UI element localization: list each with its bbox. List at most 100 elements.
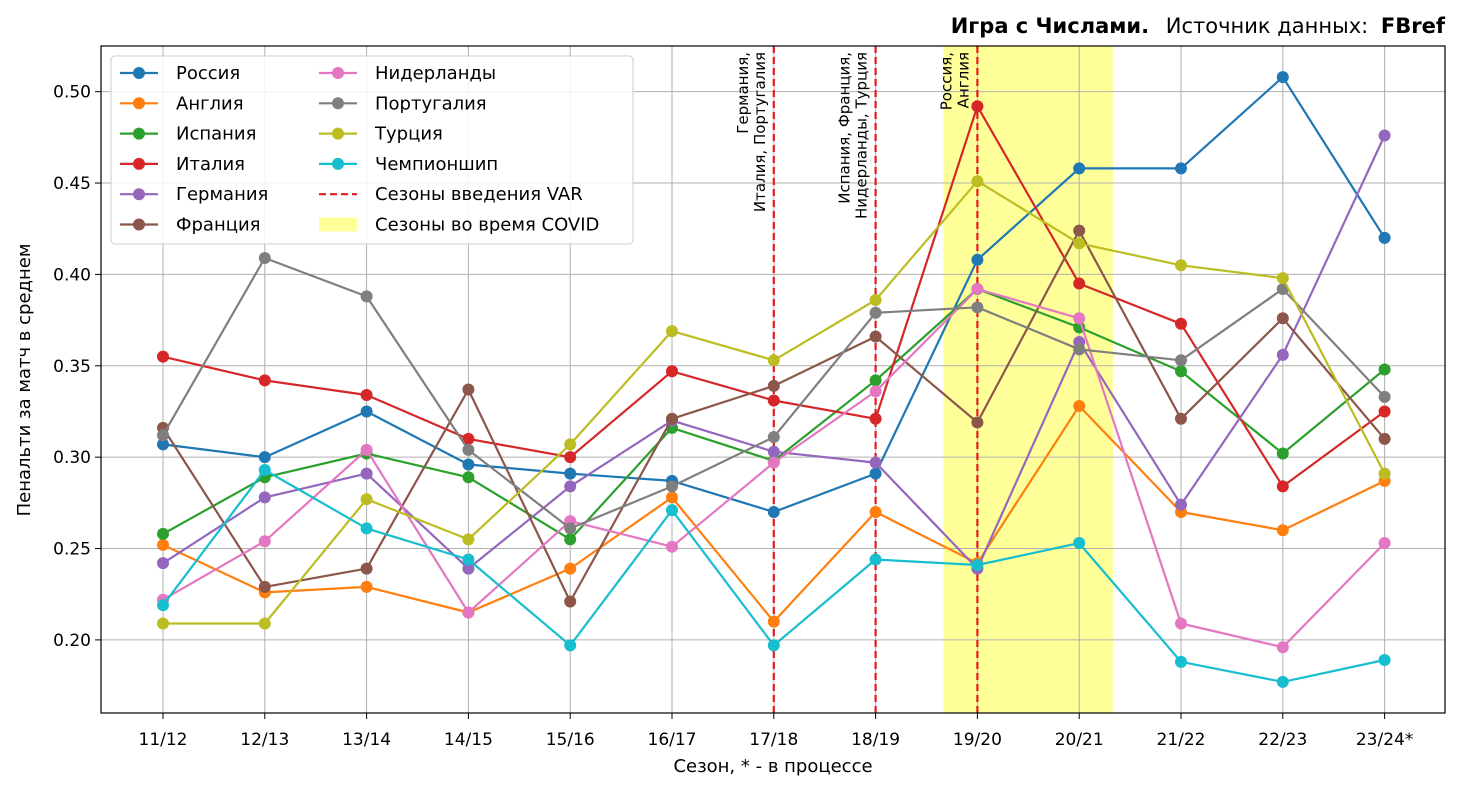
data-point bbox=[462, 432, 475, 445]
data-point bbox=[1073, 343, 1086, 356]
legend-swatch-marker bbox=[332, 97, 344, 110]
legend-item: Турция bbox=[319, 124, 443, 145]
data-point bbox=[258, 491, 271, 504]
data-point bbox=[1175, 655, 1187, 668]
data-point bbox=[564, 595, 577, 608]
series-layer bbox=[157, 71, 1391, 688]
x-tick-label: 18/19 bbox=[851, 730, 900, 750]
legend-swatch-marker bbox=[332, 157, 344, 170]
y-tick-label: 0.25 bbox=[53, 540, 91, 560]
legend-box bbox=[110, 55, 634, 245]
data-point bbox=[1175, 354, 1187, 367]
data-point bbox=[360, 405, 373, 418]
legend-label: Португалия bbox=[375, 93, 487, 114]
var-annotations-layer: Германия,Италия, Португалия Испания, Фран… bbox=[734, 52, 973, 219]
data-point bbox=[869, 385, 882, 398]
data-point bbox=[258, 617, 271, 630]
data-point bbox=[258, 251, 271, 264]
data-point bbox=[869, 467, 882, 480]
data-point bbox=[360, 580, 373, 593]
data-point bbox=[462, 458, 475, 471]
legend-swatch-marker bbox=[133, 97, 145, 110]
data-point bbox=[767, 505, 780, 518]
data-point bbox=[157, 599, 169, 612]
data-point bbox=[767, 379, 780, 392]
data-point bbox=[462, 606, 475, 619]
data-point bbox=[564, 438, 577, 451]
legend-item: Португалия bbox=[319, 93, 487, 114]
series-Чемпионшип bbox=[157, 463, 1391, 688]
data-point bbox=[869, 505, 882, 518]
legend-item: Сезоны введения VAR bbox=[319, 184, 583, 205]
data-point bbox=[767, 354, 780, 367]
data-point bbox=[971, 175, 984, 188]
data-point bbox=[767, 639, 780, 652]
data-point bbox=[258, 580, 271, 593]
x-tick-label: 11/12 bbox=[139, 730, 188, 750]
title-bold: Игра с Числами. bbox=[951, 14, 1149, 38]
data-point bbox=[1175, 498, 1187, 511]
data-point bbox=[564, 480, 577, 493]
legend-item: Испания bbox=[120, 124, 256, 145]
legend-swatch-marker bbox=[133, 188, 145, 201]
x-tick-label: 20/21 bbox=[1055, 730, 1104, 750]
legend-label: Турция bbox=[374, 124, 443, 145]
legend-item: Франция bbox=[120, 215, 261, 236]
data-point bbox=[1378, 654, 1391, 667]
data-point bbox=[157, 527, 169, 540]
data-point bbox=[462, 562, 475, 575]
chart-title: Игра с Числами. Источник данных: FBref bbox=[951, 14, 1446, 38]
data-point bbox=[258, 374, 271, 387]
x-tick-label: 23/24* bbox=[1356, 730, 1414, 750]
x-tick-label: 12/13 bbox=[240, 730, 289, 750]
legend-label: Франция bbox=[176, 215, 261, 236]
series-Италия bbox=[157, 100, 1391, 493]
legend-swatch-patch bbox=[319, 217, 357, 232]
var-annotation: Германия,Италия, Португалия bbox=[734, 52, 769, 212]
x-axis-ticks: 11/12 12/13 13/14 14/15 15/16 16/17 17/18 18/19… bbox=[139, 713, 1414, 750]
data-point bbox=[1276, 71, 1289, 84]
var-annotation-line2: Италия, Португалия bbox=[751, 52, 769, 212]
data-point bbox=[869, 330, 882, 343]
data-point bbox=[1276, 480, 1289, 493]
data-point bbox=[1378, 363, 1391, 376]
data-point bbox=[360, 493, 373, 506]
data-point bbox=[564, 467, 577, 480]
data-point bbox=[1073, 399, 1086, 412]
data-point bbox=[666, 491, 678, 504]
x-tick-label: 19/20 bbox=[953, 730, 1002, 750]
covid-span-layer bbox=[943, 46, 1114, 713]
data-point bbox=[360, 389, 373, 402]
legend-item: Нидерланды bbox=[319, 63, 496, 84]
x-tick-label: 14/15 bbox=[444, 730, 493, 750]
data-point bbox=[462, 471, 475, 484]
x-tick-label: 21/22 bbox=[1157, 730, 1206, 750]
plot-frame bbox=[100, 45, 1446, 714]
data-point bbox=[564, 639, 577, 652]
data-point bbox=[157, 617, 169, 630]
y-axis-label: Пенальти за матч в среднем bbox=[14, 244, 35, 517]
data-point bbox=[1073, 537, 1086, 550]
x-tick-label: 17/18 bbox=[749, 730, 798, 750]
legend-label: Чемпионшип bbox=[375, 154, 498, 175]
data-point bbox=[971, 253, 984, 266]
data-point bbox=[564, 562, 577, 575]
data-point bbox=[1378, 405, 1391, 418]
var-annotation-line2: Нидерланды, Турция bbox=[853, 52, 871, 219]
data-point bbox=[1378, 432, 1391, 445]
title-source-label: Источник данных: bbox=[1166, 14, 1368, 38]
legend-swatch-marker bbox=[332, 67, 344, 79]
data-point bbox=[971, 283, 984, 296]
y-tick-label: 0.50 bbox=[53, 83, 91, 103]
data-point bbox=[1276, 348, 1289, 361]
x-tick-label: 22/23 bbox=[1258, 730, 1307, 750]
data-point bbox=[1378, 129, 1391, 142]
legend-swatch-marker bbox=[332, 127, 344, 140]
var-annotation-line2: Англия bbox=[954, 52, 972, 108]
data-point bbox=[258, 535, 271, 548]
data-point bbox=[767, 445, 780, 458]
data-point bbox=[971, 100, 984, 113]
data-point bbox=[1276, 272, 1289, 285]
var-annotation-line1: Германия, bbox=[734, 52, 752, 134]
